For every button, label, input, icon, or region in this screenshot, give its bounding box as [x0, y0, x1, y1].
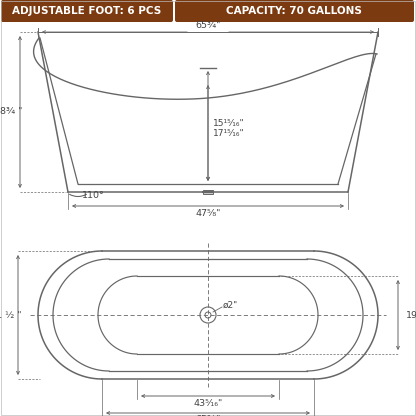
Text: ADJUSTABLE FOOT: 6 PCS: ADJUSTABLE FOOT: 6 PCS: [12, 6, 162, 16]
Text: CAPACITY: 70 GALLONS: CAPACITY: 70 GALLONS: [226, 6, 362, 16]
Text: 19⁵⁄₁₆": 19⁵⁄₁₆": [406, 310, 416, 319]
Text: 47⁵⁄₈": 47⁵⁄₈": [196, 208, 220, 218]
Text: 65¾": 65¾": [196, 22, 220, 30]
Text: 31 ½ ": 31 ½ ": [0, 310, 22, 319]
Text: 17¹⁵⁄₁₆": 17¹⁵⁄₁₆": [213, 129, 245, 139]
FancyBboxPatch shape: [1, 0, 173, 22]
Text: 28¾ ": 28¾ ": [0, 107, 22, 116]
FancyBboxPatch shape: [175, 0, 414, 22]
Text: 43⁵⁄₁₆": 43⁵⁄₁₆": [193, 399, 223, 408]
Bar: [203, 190, 213, 193]
Text: ø2": ø2": [223, 300, 238, 310]
Text: 110°: 110°: [82, 191, 105, 200]
Text: 15¹⁵⁄₁₆": 15¹⁵⁄₁₆": [213, 119, 245, 127]
